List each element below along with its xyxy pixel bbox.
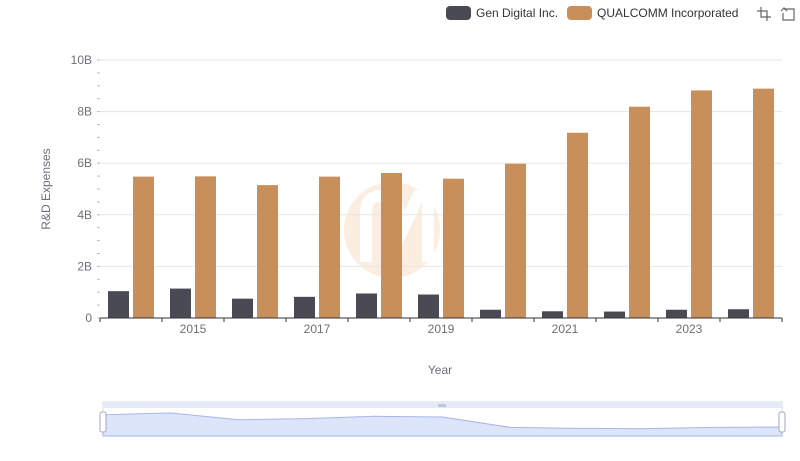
bar-gen-digital-2018[interactable] [356,293,377,318]
legend-label-qualcomm: QUALCOMM Incorporated [597,6,739,20]
zoom-preview-area [102,412,783,437]
bar-qualcomm-2024[interactable] [753,88,774,318]
bar-qualcomm-2021[interactable] [567,132,588,318]
bar-gen-digital-2024[interactable] [728,309,749,318]
x-tick-label: 2023 [676,322,703,336]
x-tick-label: 2019 [428,322,455,336]
bar-gen-digital-2017[interactable] [294,296,315,318]
zoom-icon[interactable] [756,6,772,22]
bar-qualcomm-2023[interactable] [691,90,712,318]
bar-qualcomm-2014[interactable] [133,176,154,318]
bar-qualcomm-2017[interactable] [319,176,340,318]
x-tick-label: 2021 [552,322,579,336]
x-axis-title: Year [428,363,452,377]
legend-item-gen-digital[interactable]: Gen Digital Inc. [446,6,558,20]
bar-qualcomm-2022[interactable] [629,106,650,318]
legend-swatch-gen-digital [446,6,471,20]
x-tick-label: 2015 [180,322,207,336]
zoom-handle-left[interactable] [99,411,107,433]
bar-gen-digital-2021[interactable] [542,311,563,318]
legend-item-qualcomm[interactable]: QUALCOMM Incorporated [567,6,738,20]
bar-qualcomm-2015[interactable] [195,176,216,318]
bar-gen-digital-2022[interactable] [604,311,625,318]
zoom-handle-right[interactable] [778,411,786,433]
bar-gen-digital-2014[interactable] [108,291,129,318]
data-zoom-slider[interactable] [99,401,786,437]
bar-gen-digital-2023[interactable] [666,309,687,318]
y-tick-label: 4B [77,208,92,222]
bar-gen-digital-2020[interactable] [480,309,501,318]
bar-qualcomm-2018[interactable] [381,173,402,318]
y-axis-title: R&D Expenses [39,148,53,229]
y-tick-label: 6B [77,156,92,170]
bar-gen-digital-2016[interactable] [232,298,253,318]
y-tick-label: 10B [71,53,92,67]
x-tick-label: 2017 [304,322,331,336]
legend-swatch-qualcomm [567,6,593,20]
bar-qualcomm-2016[interactable] [257,185,278,318]
bar-gen-digital-2019[interactable] [418,294,439,318]
zoom-grip-icon[interactable] [438,404,446,407]
bar-gen-digital-2015[interactable] [170,288,191,318]
toolbox [748,6,796,22]
y-tick-label: 2B [77,259,92,273]
y-tick-label: 0 [85,311,92,325]
zoom-reset-icon[interactable] [780,6,796,22]
y-tick-label: 8B [77,105,92,119]
bar-qualcomm-2020[interactable] [505,163,526,318]
bar-qualcomm-2019[interactable] [443,178,464,318]
legend: Gen Digital Inc. QUALCOMM Incorporated [446,4,747,22]
legend-label-gen-digital: Gen Digital Inc. [476,6,559,20]
